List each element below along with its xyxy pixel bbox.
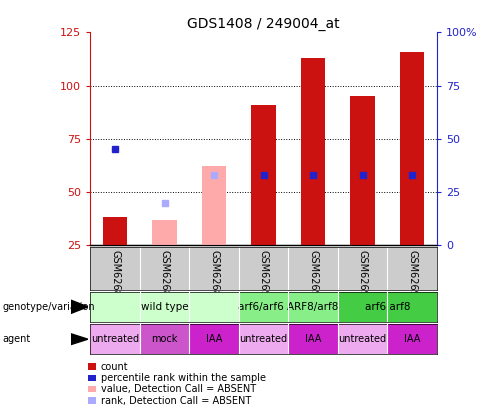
Title: GDS1408 / 249004_at: GDS1408 / 249004_at [187, 17, 340, 31]
Text: IAA: IAA [206, 334, 222, 344]
Bar [350, 96, 375, 245]
Bar [301, 58, 325, 245]
Text: untreated: untreated [91, 334, 139, 344]
Bar [338, 324, 387, 354]
Text: arf6 arf8: arf6 arf8 [365, 302, 410, 312]
Bar [90, 292, 239, 322]
Text: GSM62690: GSM62690 [259, 250, 268, 303]
Text: genotype/variation: genotype/variation [2, 302, 95, 312]
Text: GSM62689: GSM62689 [160, 250, 169, 303]
Text: value, Detection Call = ABSENT: value, Detection Call = ABSENT [101, 384, 256, 394]
Text: rank, Detection Call = ABSENT: rank, Detection Call = ABSENT [101, 396, 251, 405]
Bar [189, 324, 239, 354]
Text: IAA: IAA [404, 334, 420, 344]
Bar [102, 217, 127, 245]
Bar [152, 220, 177, 245]
Polygon shape [71, 300, 88, 313]
Bar [239, 292, 338, 322]
Bar [90, 324, 140, 354]
Text: GSM62693: GSM62693 [407, 250, 417, 303]
Text: arf6/arf6 ARF8/arf8: arf6/arf6 ARF8/arf8 [238, 302, 339, 312]
Text: wild type: wild type [141, 302, 188, 312]
Text: untreated: untreated [339, 334, 386, 344]
Bar [400, 51, 425, 245]
Text: mock: mock [151, 334, 178, 344]
Text: GSM62688: GSM62688 [209, 250, 219, 303]
Text: untreated: untreated [240, 334, 287, 344]
Text: GSM62691: GSM62691 [308, 250, 318, 303]
Bar [239, 324, 288, 354]
Text: GSM62692: GSM62692 [358, 250, 367, 303]
Bar [338, 292, 437, 322]
Text: count: count [101, 362, 128, 371]
Text: agent: agent [2, 334, 31, 344]
Text: IAA: IAA [305, 334, 321, 344]
Text: GSM62687: GSM62687 [110, 250, 120, 303]
Text: percentile rank within the sample: percentile rank within the sample [101, 373, 265, 383]
Bar [140, 324, 189, 354]
Bar [288, 324, 338, 354]
Bar [202, 166, 226, 245]
Polygon shape [71, 334, 88, 345]
Bar [387, 324, 437, 354]
Bar [251, 104, 276, 245]
